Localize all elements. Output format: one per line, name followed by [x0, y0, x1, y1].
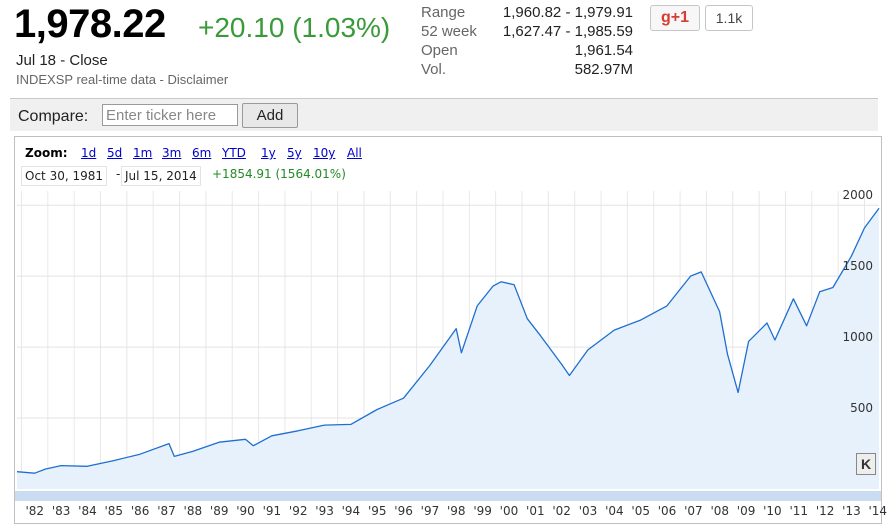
- x-tick-label: '93: [315, 504, 334, 518]
- x-tick-label: '97: [420, 504, 440, 518]
- x-tick-label: '88: [183, 504, 203, 518]
- x-tick-label: '96: [394, 504, 413, 518]
- x-tick-label: '85: [104, 504, 124, 518]
- k-toggle-button[interactable]: K: [856, 453, 876, 475]
- zoom-1m[interactable]: 1m: [133, 146, 153, 160]
- plus-one-count: 1.1k: [705, 5, 753, 31]
- y-tick-label: 1500: [842, 259, 873, 273]
- x-tick-label: '10: [763, 504, 782, 518]
- zoom-label: Zoom:: [25, 146, 68, 160]
- price-chart[interactable]: 500 1000 1500 2000: [15, 189, 881, 491]
- stat-label: Vol.: [421, 61, 447, 78]
- stat-row-52-week: 52 week 1,627.47 - 1,985.59: [421, 22, 633, 41]
- range-separator: -: [116, 167, 121, 181]
- compare-ticker-input[interactable]: [102, 104, 238, 126]
- data-source-disclaimer[interactable]: INDEXSP real-time data - Disclaimer: [16, 72, 229, 87]
- x-tick-label: '14: [868, 504, 888, 518]
- range-end-date[interactable]: Jul 15, 2014: [121, 166, 201, 186]
- compare-bar: Compare: Add: [10, 98, 878, 131]
- stat-row-range: Range 1,960.82 - 1,979.91: [421, 3, 633, 22]
- x-tick-label: '09: [736, 504, 756, 518]
- price-area-fill: [17, 208, 879, 490]
- range-change: +1854.91 (1564.01%): [212, 167, 346, 181]
- range-start-date[interactable]: Oct 30, 1981: [21, 166, 107, 186]
- y-tick-label: 500: [850, 401, 873, 415]
- close-label: Jul 18 - Close: [16, 52, 108, 69]
- x-tick-label: '89: [209, 504, 229, 518]
- x-tick-label: '90: [236, 504, 255, 518]
- zoom-all[interactable]: All: [347, 146, 362, 160]
- price-series-line: [16, 207, 880, 474]
- stat-label: Range: [421, 4, 466, 21]
- x-tick-label: '84: [78, 504, 97, 518]
- x-tick-label: '87: [157, 504, 176, 518]
- y-tick-label: 2000: [842, 189, 873, 202]
- x-tick-label: '98: [446, 504, 466, 518]
- compare-label: Compare:: [18, 108, 89, 125]
- x-tick-label: '07: [684, 504, 703, 518]
- x-tick-label: '01: [526, 504, 545, 518]
- chart-controls: Zoom: 1d 5d 1m 3m 6m YTD 1y 5y 10y All O…: [15, 137, 881, 189]
- x-tick-label: '06: [657, 504, 677, 518]
- price-change: +20.10 (1.03%): [198, 12, 391, 43]
- x-tick-label: '02: [552, 504, 571, 518]
- google-plus-button[interactable]: g+1: [650, 5, 700, 31]
- x-tick-label: '08: [710, 504, 730, 518]
- add-compare-button[interactable]: Add: [242, 103, 298, 128]
- stat-value: 582.97M: [574, 61, 633, 78]
- x-tick-label: '86: [130, 504, 150, 518]
- x-tick-label: '13: [842, 504, 861, 518]
- zoom-10y[interactable]: 10y: [313, 146, 336, 160]
- x-tick-label: '92: [288, 504, 308, 518]
- stat-label: 52 week: [421, 23, 477, 40]
- y-tick-label: 1000: [842, 330, 873, 344]
- stat-row-volume: Vol. 582.97M: [421, 60, 633, 79]
- zoom-3m[interactable]: 3m: [162, 146, 182, 160]
- zoom-ytd[interactable]: YTD: [222, 146, 246, 160]
- x-tick-label: '05: [631, 504, 650, 518]
- stat-value: 1,627.47 - 1,985.59: [502, 23, 633, 40]
- x-tick-label: '03: [578, 504, 598, 518]
- price-value: 1,978.22: [14, 2, 166, 46]
- x-tick-label: '04: [605, 504, 624, 518]
- zoom-5y[interactable]: 5y: [287, 146, 302, 160]
- x-tick-label: '82: [25, 504, 45, 518]
- zoom-1y[interactable]: 1y: [261, 146, 276, 160]
- zoom-5d[interactable]: 5d: [107, 146, 123, 160]
- x-tick-label: '95: [367, 504, 387, 518]
- stat-value: 1,960.82 - 1,979.91: [502, 4, 633, 21]
- chart-panel: Zoom: 1d 5d 1m 3m 6m YTD 1y 5y 10y All O…: [14, 136, 887, 524]
- zoom-6m[interactable]: 6m: [192, 146, 212, 160]
- stats-table: Range 1,960.82 - 1,979.91 52 week 1,627.…: [421, 3, 633, 79]
- x-tick-label: '94: [341, 504, 361, 518]
- x-tick-label: '91: [262, 504, 282, 518]
- stat-label: Open: [421, 42, 458, 59]
- x-tick-label: '12: [815, 504, 835, 518]
- x-axis-years: '82 '83 '84 '85 '86 '87 '88 '89 '90 '91 '92 '93 '94 '…: [15, 501, 887, 523]
- range-slider-strip[interactable]: [15, 491, 881, 501]
- x-tick-label: '99: [473, 504, 492, 518]
- zoom-1d[interactable]: 1d: [81, 146, 97, 160]
- x-tick-label: '00: [499, 504, 519, 518]
- x-tick-label: '83: [51, 504, 71, 518]
- stat-row-open: Open 1,961.54: [421, 41, 633, 60]
- x-tick-label: '11: [789, 504, 809, 518]
- stat-value: 1,961.54: [574, 42, 633, 59]
